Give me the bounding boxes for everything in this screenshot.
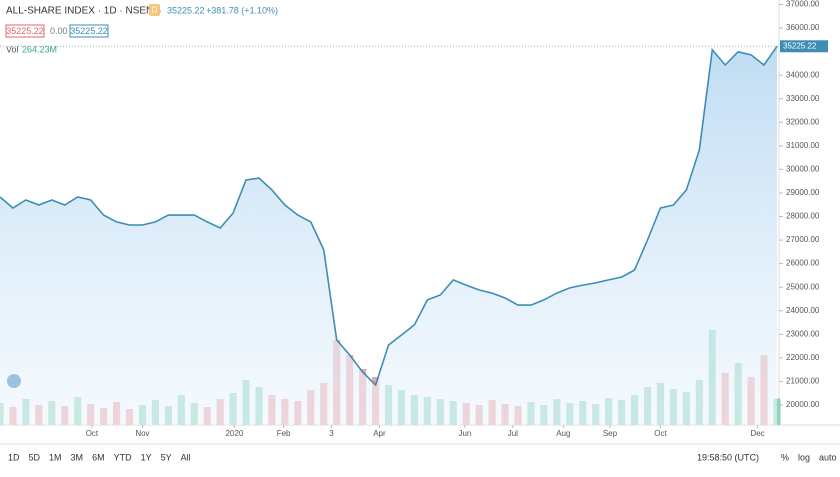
y-tick-label: 20000.00 <box>786 400 820 409</box>
symbol-title: ALL-SHARE INDEX · 1D · NSENG <box>6 6 161 17</box>
ask: 35225.22 <box>70 26 108 36</box>
y-tick-label: 29000.00 <box>786 188 820 197</box>
scale-option[interactable]: auto <box>819 452 837 462</box>
range-button[interactable]: 1D <box>8 452 20 462</box>
x-tick-label: Sep <box>603 429 618 438</box>
y-tick-label: 22000.00 <box>786 353 820 362</box>
range-button[interactable]: 1Y <box>141 452 152 462</box>
y-tick-label: 23000.00 <box>786 329 820 338</box>
x-tick-label: 3 <box>329 429 334 438</box>
y-tick-label: 25000.00 <box>786 282 820 291</box>
area-fill <box>0 46 777 426</box>
range-button[interactable]: 6M <box>92 452 105 462</box>
range-button[interactable]: 5Y <box>161 452 172 462</box>
clock: 19:58:50 (UTC) <box>697 452 759 462</box>
y-tick-label: 37000.00 <box>786 0 820 9</box>
badge-bg <box>149 4 160 16</box>
y-tick-label: 30000.00 <box>786 164 820 173</box>
price-line <box>0 45 778 387</box>
x-tick-label: Oct <box>654 429 667 438</box>
y-tick-label: 28000.00 <box>786 212 820 221</box>
chart-icon[interactable] <box>7 374 21 388</box>
y-tick-label: 21000.00 <box>786 377 820 386</box>
x-tick-label: Jul <box>508 429 518 438</box>
range-button[interactable]: 3M <box>71 452 84 462</box>
bid: 35225.22 <box>6 26 44 36</box>
range-button[interactable]: 5D <box>29 452 41 462</box>
scale-option[interactable]: log <box>798 452 810 462</box>
range-button[interactable]: YTD <box>114 452 133 462</box>
scale-option[interactable]: % <box>781 452 789 462</box>
y-tick-label: 31000.00 <box>786 141 820 150</box>
y-tick-label: 26000.00 <box>786 259 820 268</box>
y-tick-label: 24000.00 <box>786 306 820 315</box>
y-tick-label: 32000.00 <box>786 117 820 126</box>
x-tick-label: Nov <box>135 429 149 438</box>
toolbar: 19:58:50 (UTC) <box>7 374 759 462</box>
y-tick-label: 34000.00 <box>786 70 820 79</box>
badge: D <box>152 6 158 15</box>
header: ALL-SHARE INDEX · 1D · NSENG D 35225.22 … <box>5 4 278 54</box>
range-button[interactable]: All <box>181 452 191 462</box>
x-tick-label: Jun <box>458 429 471 438</box>
x-tick-label: Feb <box>277 429 291 438</box>
y-tick-label: 36000.00 <box>786 23 820 32</box>
plot <box>0 45 781 426</box>
spread: 0.00 <box>50 26 68 36</box>
last-price: 35225.22 <box>167 5 205 15</box>
bid-box <box>5 24 45 38</box>
y-tick-label: 27000.00 <box>786 235 820 244</box>
volume-label: Vol <box>6 44 19 54</box>
x-tick-label: Aug <box>556 429 570 438</box>
x-tick-label: Apr <box>373 429 386 438</box>
y-tick-label: 33000.00 <box>786 94 820 103</box>
x-tick-label: 2020 <box>225 429 243 438</box>
ask-box <box>69 24 109 38</box>
change: +381.78 (+1.10%) <box>206 5 278 15</box>
volume-value: 264.23M <box>22 44 57 54</box>
last-price-label: 35225.22 <box>783 41 817 50</box>
range-button[interactable]: 1M <box>49 452 62 462</box>
x-tick-label: Oct <box>86 429 99 438</box>
x-tick-label: Dec <box>750 429 764 438</box>
last-price-tag <box>780 40 828 53</box>
